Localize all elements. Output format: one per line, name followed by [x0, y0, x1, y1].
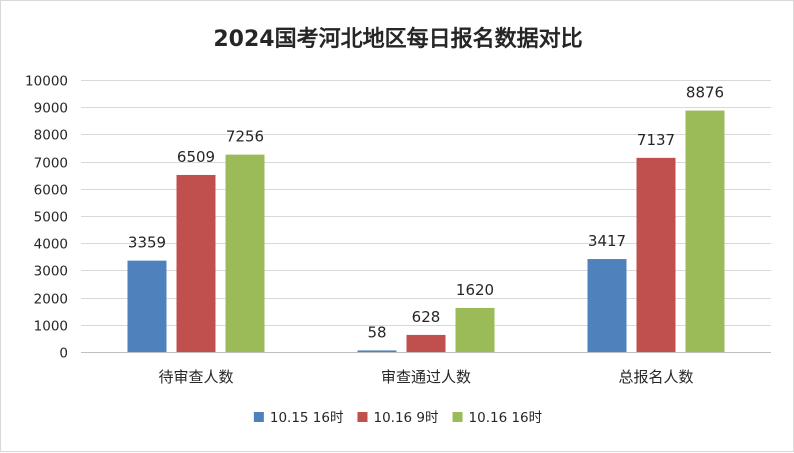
bar	[406, 334, 446, 352]
data-label: 7256	[226, 128, 264, 146]
bar	[127, 260, 167, 352]
y-tick-label: 2000	[34, 292, 68, 308]
bar	[636, 157, 676, 352]
bar	[587, 259, 627, 352]
y-tick-label: 3000	[34, 264, 68, 280]
y-tick-label: 0	[59, 346, 68, 362]
y-tick-label: 4000	[34, 237, 68, 253]
y-tick-label: 5000	[34, 210, 68, 226]
legend-swatch	[253, 412, 264, 422]
data-label: 7137	[637, 131, 675, 149]
bar	[685, 110, 725, 352]
legend-label: 10.15 16时	[270, 410, 344, 426]
data-label: 628	[412, 308, 441, 326]
legend: 10.15 16时 10.16 9时 10.16 16时	[253, 410, 543, 426]
y-tick-label: 7000	[34, 156, 68, 172]
x-category-label: 审查通过人数	[381, 368, 471, 386]
data-label: 6509	[177, 148, 215, 166]
y-tick-label: 6000	[34, 183, 68, 199]
data-label: 3417	[588, 232, 626, 250]
chart-title: 2024国考河北地区每日报名数据对比	[213, 26, 582, 52]
y-tick-label: 9000	[34, 101, 68, 117]
bar	[455, 307, 495, 352]
bars	[127, 110, 725, 352]
data-label: 3359	[128, 234, 166, 252]
bar	[225, 154, 265, 352]
x-axis-categories: 待审查人数 审查通过人数 总报名人数	[158, 368, 693, 386]
data-labels: 3359 6509 7256 58 628 1620 3417 7137 8876	[128, 84, 724, 342]
data-label: 8876	[686, 84, 724, 102]
bar	[176, 174, 216, 352]
data-label: 58	[367, 323, 386, 341]
y-tick-label: 1000	[34, 319, 68, 335]
bar	[357, 350, 397, 352]
legend-swatch	[357, 412, 368, 422]
legend-label: 10.16 9时	[373, 410, 438, 426]
legend-swatch	[452, 412, 463, 422]
y-axis-ticks: 0 1000 2000 3000 4000 5000 6000 7000 8000 9000 100…	[25, 74, 68, 362]
legend-label: 10.16 16时	[469, 410, 543, 426]
y-tick-label: 8000	[34, 128, 68, 144]
x-category-label: 待审查人数	[158, 368, 233, 386]
y-tick-label: 10000	[25, 74, 68, 90]
x-category-label: 总报名人数	[618, 368, 693, 386]
data-label: 1620	[456, 281, 494, 299]
